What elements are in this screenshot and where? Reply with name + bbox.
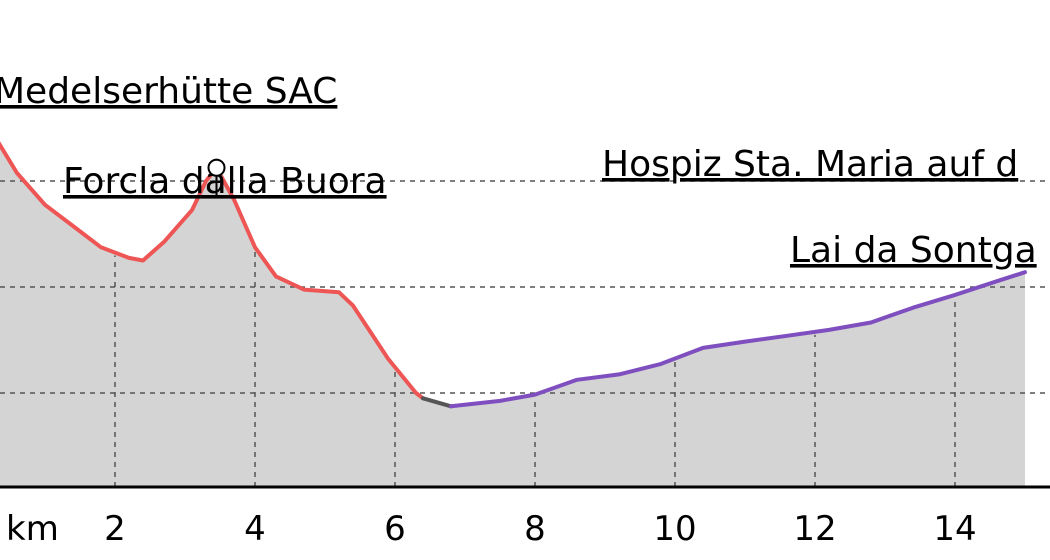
x-tick-label-4: 10 bbox=[653, 509, 696, 549]
axis-layer: 2 4 6 8 10 12 14 bbox=[0, 485, 1050, 549]
x-tick-label-6: 14 bbox=[933, 509, 976, 549]
place-label-0: Medelserhütte SAC bbox=[0, 71, 337, 112]
summit-marker bbox=[207, 158, 226, 177]
profile-area bbox=[0, 145, 1025, 487]
place-label-2: Hospiz Sta. Maria auf d bbox=[602, 144, 1018, 185]
x-unit-label: km bbox=[6, 509, 59, 549]
x-tick-label-2: 6 bbox=[384, 509, 406, 549]
profile-area-layer bbox=[0, 145, 1025, 487]
profile-line-segment-1 bbox=[421, 396, 453, 409]
x-tick-label-0: 2 bbox=[104, 509, 126, 549]
x-tick-label-3: 8 bbox=[524, 509, 546, 549]
x-tick-label-1: 4 bbox=[244, 509, 266, 549]
place-label-3: Lai da Sontga bbox=[790, 230, 1037, 271]
profile-line-segment-2 bbox=[449, 270, 1027, 409]
x-tick-label-5: 12 bbox=[793, 509, 836, 549]
grid-layer bbox=[0, 180, 1050, 487]
